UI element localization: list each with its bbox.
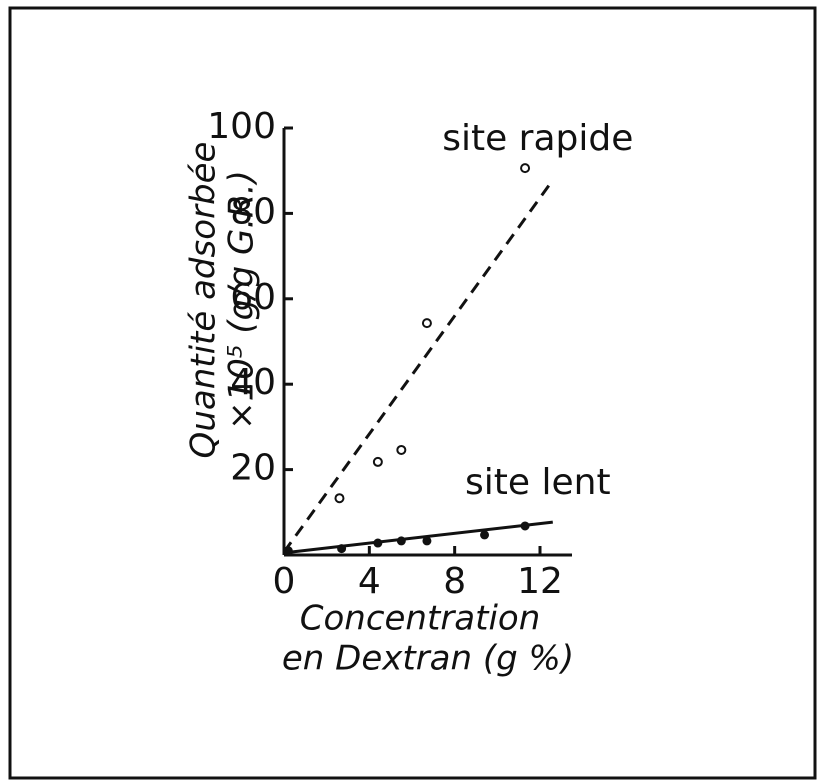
y-tick-label: 80 bbox=[230, 191, 276, 232]
point bbox=[334, 493, 345, 504]
y-tick-label: 20 bbox=[230, 448, 276, 489]
fit-line bbox=[283, 520, 553, 555]
point bbox=[372, 456, 383, 467]
y-axis-label: ×10⁵ (g/g G.R.) bbox=[222, 170, 262, 430]
point bbox=[480, 530, 490, 540]
series-label: site rapide bbox=[442, 118, 633, 159]
x-tick-label: 0 bbox=[273, 561, 296, 602]
y-tick-label: 40 bbox=[230, 362, 276, 403]
point bbox=[283, 546, 293, 556]
x-tick-label: 8 bbox=[443, 561, 466, 602]
point bbox=[337, 544, 347, 554]
y-tick-label: 100 bbox=[207, 106, 276, 147]
y-tick-label: 60 bbox=[230, 277, 276, 318]
point bbox=[373, 538, 383, 548]
point bbox=[520, 521, 530, 531]
point bbox=[422, 536, 432, 546]
point bbox=[396, 444, 407, 455]
x-axis-label: Concentration bbox=[300, 599, 541, 639]
point bbox=[396, 536, 406, 546]
x-axis-label: en Dextran (g %) bbox=[282, 639, 574, 679]
frame bbox=[8, 6, 817, 780]
point bbox=[520, 163, 531, 174]
x-tick-label: 12 bbox=[517, 561, 563, 602]
point bbox=[421, 318, 432, 329]
series-label: site lent bbox=[465, 462, 611, 503]
fit-line bbox=[282, 179, 555, 553]
y-axis-label: Quantité adsorbée bbox=[184, 142, 224, 459]
x-tick-label: 4 bbox=[358, 561, 381, 602]
